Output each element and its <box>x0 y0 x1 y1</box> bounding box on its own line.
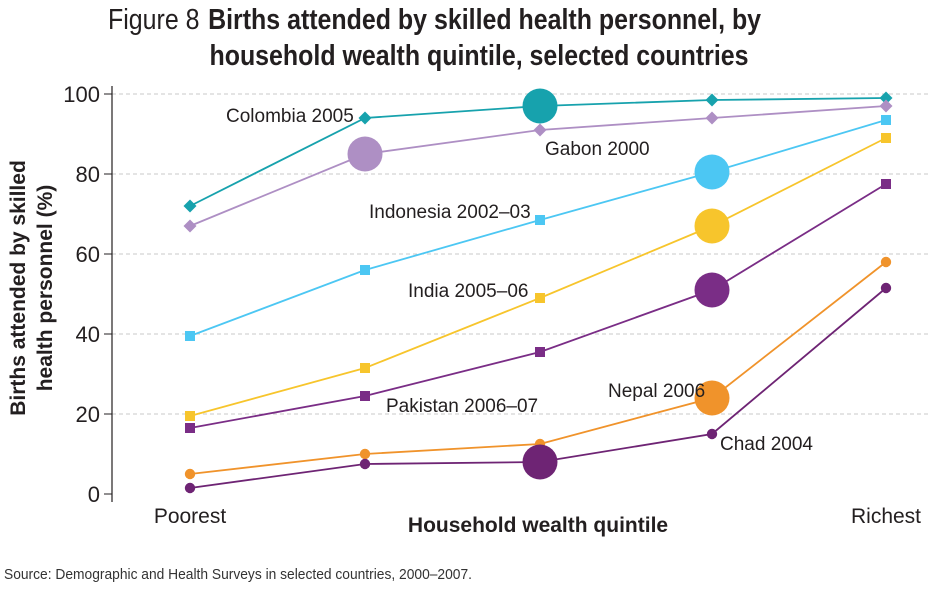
highlight-dot-india <box>694 208 730 244</box>
point-colombia-1 <box>358 111 372 125</box>
series-markers <box>183 91 893 494</box>
point-gabon-3 <box>705 111 719 125</box>
x-tick-label-0: Poorest <box>154 505 227 528</box>
highlight-dot-indonesia <box>694 154 730 190</box>
point-gabon-0 <box>183 219 197 233</box>
title-text-1: Births attended by skilled health person… <box>208 4 762 36</box>
point-chad-3 <box>706 428 718 440</box>
point-nepal-1 <box>359 448 371 460</box>
series-label-colombia: Colombia 2005 <box>226 106 354 127</box>
y-axis-label-line-1: Births attended by skilled <box>7 160 30 416</box>
grid-lines <box>112 93 930 415</box>
y-tick-label-80: 80 <box>76 162 100 187</box>
line-chart: 0 20 40 60 80 100 Poorest Richest Colombia 200… <box>7 82 930 537</box>
y-tick-label-100: 100 <box>63 82 100 107</box>
point-indonesia-1 <box>360 265 370 275</box>
point-chad-1 <box>359 458 371 470</box>
highlight-dot-colombia <box>522 88 558 124</box>
title-line-1: Figure 8 Births attended by skilled healt… <box>108 2 813 38</box>
series-label-nepal: Nepal 2006 <box>608 381 705 402</box>
series-label-pakistan: Pakistan 2006–07 <box>386 396 538 417</box>
point-pakistan-1 <box>360 391 370 401</box>
point-pakistan-4 <box>881 179 891 189</box>
figure-number: Figure 8 <box>108 4 200 36</box>
title-text-2: household wealth quintile, selected coun… <box>209 40 749 72</box>
point-india-4 <box>881 133 891 143</box>
point-gabon-2 <box>533 123 547 137</box>
axes <box>104 86 113 502</box>
point-pakistan-2 <box>535 347 545 357</box>
series-label-indonesia: Indonesia 2002–03 <box>369 202 531 223</box>
x-tick-labels: Poorest Richest <box>154 505 921 528</box>
point-india-1 <box>360 363 370 373</box>
y-axis-label-group: Births attended by skilled health person… <box>7 160 57 416</box>
figure-title: Figure 8 Births attended by skilled healt… <box>108 2 928 74</box>
point-colombia-3 <box>705 93 719 107</box>
point-indonesia-4 <box>881 115 891 125</box>
y-tick-label-20: 20 <box>76 402 100 427</box>
point-chad-0 <box>184 482 196 494</box>
y-axis-label-line-2: health personnel (%) <box>34 185 57 392</box>
series-line-india <box>189 137 887 417</box>
point-indonesia-2 <box>535 215 545 225</box>
highlight-dot-gabon <box>347 136 383 172</box>
series-line-indonesia <box>189 119 887 337</box>
x-axis-label: Household wealth quintile <box>408 514 668 537</box>
title-line-2: household wealth quintile, selected coun… <box>108 38 813 74</box>
series-label-chad: Chad 2004 <box>720 434 813 455</box>
point-chad-4 <box>880 282 892 294</box>
point-gabon-4 <box>879 99 893 113</box>
highlight-dots <box>347 88 730 480</box>
point-india-2 <box>535 293 545 303</box>
highlight-dot-chad <box>522 444 558 480</box>
point-nepal-4 <box>880 256 892 268</box>
source-note: Source: Demographic and Health Surveys i… <box>4 566 472 583</box>
highlight-dot-pakistan <box>694 272 730 308</box>
y-tick-labels: 0 20 40 60 80 100 <box>63 82 100 507</box>
x-tick-label-4: Richest <box>851 505 921 528</box>
series-labels: Colombia 2005 Gabon 2000 Indonesia 2002–03… <box>226 106 813 455</box>
y-tick-label-60: 60 <box>76 242 100 267</box>
point-colombia-4 <box>879 91 893 105</box>
series-label-india: India 2005–06 <box>408 281 528 302</box>
y-tick-label-0: 0 <box>88 482 100 507</box>
series-label-gabon: Gabon 2000 <box>545 139 650 160</box>
point-india-0 <box>185 411 195 421</box>
point-pakistan-0 <box>185 423 195 433</box>
point-nepal-0 <box>184 468 196 480</box>
y-tick-label-40: 40 <box>76 322 100 347</box>
point-colombia-0 <box>183 199 197 213</box>
highlight-dot-nepal <box>694 380 730 416</box>
point-indonesia-0 <box>185 331 195 341</box>
